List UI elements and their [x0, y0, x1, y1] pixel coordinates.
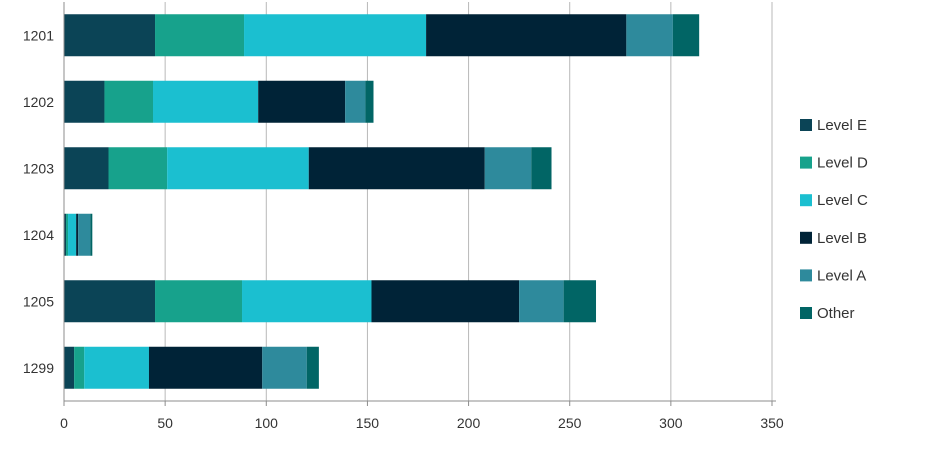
bar-1203-other	[531, 147, 552, 190]
bar-1205-level-b	[371, 280, 520, 323]
bar-1205-level-c	[242, 280, 372, 323]
x-tick-labels: 0 50 100 150 200 250 300 350	[60, 415, 784, 431]
bar-1204-level-e	[64, 213, 67, 256]
bar-1299-level-e	[64, 346, 75, 389]
bar-1203-level-a	[484, 147, 532, 190]
x-tick-label: 350	[760, 415, 784, 431]
axes	[63, 2, 776, 406]
bar-1203-level-e	[64, 147, 109, 190]
legend-swatch-level-a	[800, 269, 812, 282]
bar-1299-level-a	[262, 346, 307, 389]
bar-1299-other	[306, 346, 319, 389]
bar-1201-level-e	[64, 14, 156, 57]
bar-1201-level-d	[155, 14, 245, 57]
x-tick-label: 200	[457, 415, 481, 431]
legend-swatch-other	[800, 307, 812, 319]
bar-1202-other	[365, 80, 374, 123]
legend-swatch-level-b	[800, 231, 812, 244]
bar-1202-level-a	[345, 80, 366, 123]
legend-label-other: Other	[817, 305, 855, 322]
bar-1202-level-d	[104, 80, 154, 123]
bar-1205-level-d	[155, 280, 243, 323]
y-tick-label: 1205	[23, 293, 54, 309]
legend-swatch-level-c	[800, 194, 812, 207]
legend-swatch-level-d	[800, 156, 812, 169]
y-tick-labels: 1201 1202 1203 1204 1205 1299	[23, 27, 54, 376]
x-tick-label: 150	[356, 415, 380, 431]
bar-1205-other	[563, 280, 597, 323]
bar-1203-level-d	[108, 147, 168, 190]
bar-1205-level-a	[519, 280, 564, 323]
legend-label-level-b: Level B	[817, 230, 867, 247]
legend-label-level-a: Level A	[817, 267, 866, 284]
legend: Level E Level D Level C Level B Level A Other	[800, 117, 868, 322]
bar-1205-level-e	[64, 280, 156, 323]
bar-1204-level-d	[66, 213, 69, 256]
bars	[64, 14, 700, 389]
y-tick-label: 1201	[23, 27, 54, 43]
bar-1203-level-c	[167, 147, 309, 190]
x-tick-label: 0	[60, 415, 68, 431]
legend-label-level-d: Level D	[817, 155, 868, 172]
bar-1203-level-b	[308, 147, 485, 190]
bar-1201-level-c	[244, 14, 427, 57]
bar-1201-level-a	[626, 14, 673, 57]
bar-1204-level-a	[78, 213, 91, 256]
legend-label-level-e: Level E	[817, 117, 867, 134]
y-tick-label: 1204	[23, 227, 54, 243]
bar-1202-level-c	[153, 80, 259, 123]
bar-1204-level-c	[68, 213, 77, 256]
x-tick-label: 300	[659, 415, 683, 431]
bar-1299-level-c	[84, 346, 149, 389]
bar-1299-level-d	[74, 346, 85, 389]
bar-1202-level-e	[64, 80, 105, 123]
y-tick-label: 1203	[23, 160, 54, 176]
bar-1201-level-b	[426, 14, 627, 57]
y-tick-label: 1299	[23, 360, 54, 376]
legend-swatch-level-e	[800, 119, 812, 131]
bar-1204-level-b	[76, 213, 79, 256]
x-tick-label: 50	[157, 415, 173, 431]
x-tick-label: 100	[255, 415, 279, 431]
bar-1202-level-b	[258, 80, 346, 123]
y-tick-label: 1202	[23, 94, 54, 110]
bar-1299-level-b	[148, 346, 263, 389]
gridlines	[164, 2, 773, 401]
bar-1201-other	[672, 14, 700, 57]
bar-1204-other	[90, 213, 93, 256]
x-tick-label: 250	[558, 415, 582, 431]
legend-label-level-c: Level C	[817, 192, 868, 209]
